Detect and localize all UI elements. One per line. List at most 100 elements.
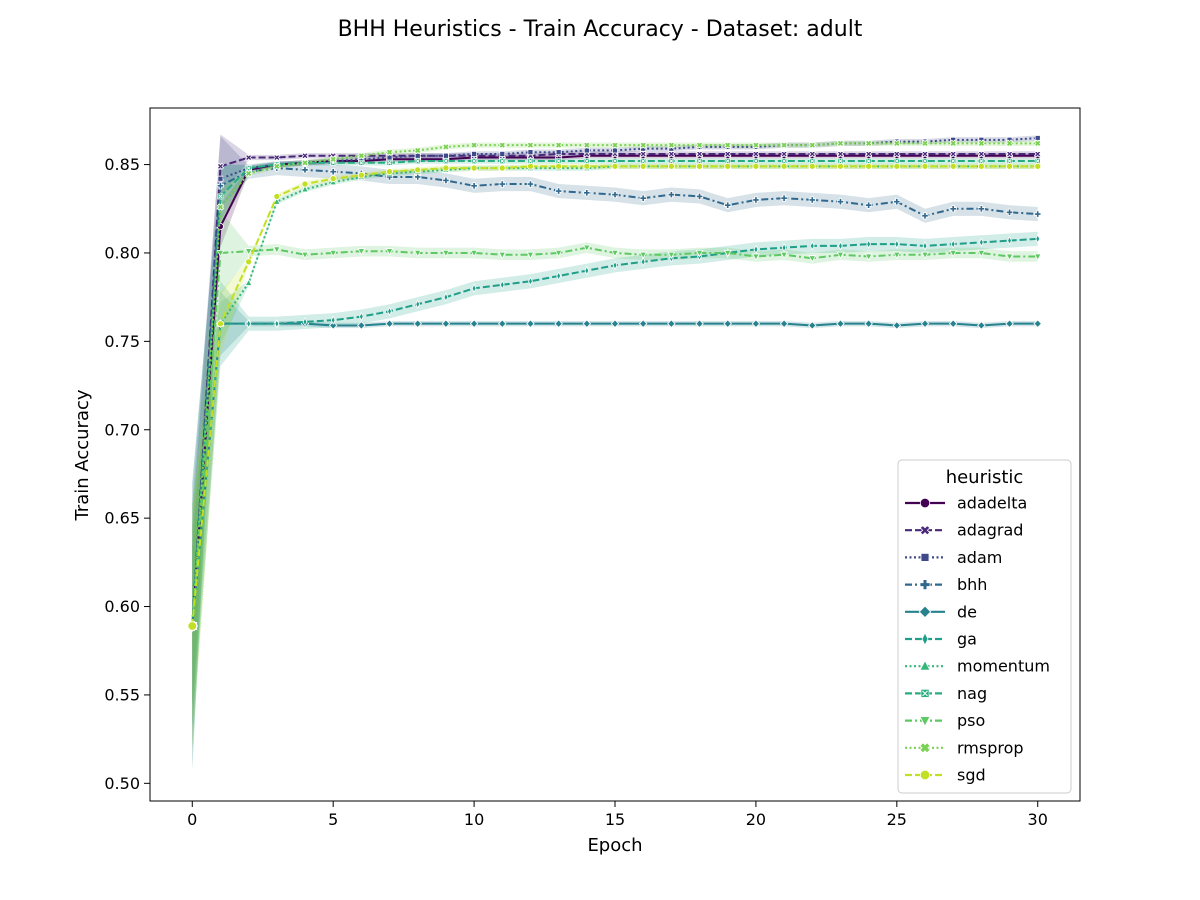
data-point — [865, 201, 873, 209]
y-tick-label: 0.60 — [104, 597, 140, 616]
x-tick-label: 30 — [1028, 810, 1048, 829]
data-point — [301, 166, 309, 174]
data-point — [610, 319, 620, 328]
data-point — [611, 162, 619, 170]
data-point — [753, 244, 759, 255]
legend-box — [897, 459, 1072, 794]
data-point — [329, 249, 338, 258]
data-point — [216, 182, 225, 190]
data-point — [724, 150, 732, 158]
data-point — [526, 180, 535, 188]
data-point — [977, 139, 986, 148]
data-point — [358, 159, 365, 166]
data-point — [442, 176, 450, 185]
data-point — [752, 253, 760, 261]
data-point — [273, 153, 281, 162]
data-point — [611, 141, 619, 149]
data-point — [922, 158, 928, 164]
legend-label: adam — [957, 548, 1002, 567]
data-point — [977, 321, 986, 330]
data-point — [808, 255, 817, 263]
data-point — [1005, 208, 1014, 216]
data-point — [752, 150, 760, 158]
data-point — [780, 162, 788, 170]
data-point — [386, 159, 393, 166]
data-point — [413, 319, 422, 328]
legend-label: rmsprop — [957, 738, 1024, 757]
legend-title: heuristic — [946, 467, 1024, 488]
data-point — [555, 187, 563, 195]
series-bhh — [187, 164, 1042, 631]
data-point — [385, 148, 394, 156]
data-point — [781, 242, 787, 253]
data-point — [216, 162, 225, 170]
data-point — [471, 151, 478, 157]
data-point — [950, 158, 957, 164]
data-point — [498, 164, 506, 172]
data-point — [667, 191, 675, 199]
data-point — [1033, 139, 1042, 148]
data-point — [836, 150, 845, 158]
data-point — [752, 162, 760, 170]
x-tick-label: 10 — [464, 810, 484, 829]
data-point — [640, 257, 646, 267]
data-point — [893, 158, 900, 164]
data-point — [921, 139, 929, 148]
data-point — [583, 141, 591, 149]
x-axis: 0 5 10 15 20 25 30 — [187, 801, 1048, 829]
data-point — [554, 319, 563, 328]
data-point — [723, 141, 732, 149]
legend-label: adadelta — [957, 494, 1027, 513]
data-point — [978, 158, 985, 164]
data-point — [470, 182, 478, 190]
data-point — [751, 319, 761, 328]
y-tick-label: 0.65 — [104, 509, 140, 528]
data-point — [555, 162, 562, 170]
data-point — [329, 155, 337, 164]
data-point — [639, 162, 647, 170]
data-point — [498, 319, 507, 328]
data-point — [838, 241, 843, 251]
data-point — [922, 241, 928, 251]
data-point — [470, 164, 478, 172]
data-point — [808, 162, 816, 170]
data-point — [385, 248, 394, 256]
data-point — [865, 158, 872, 164]
y-tick-label: 0.55 — [104, 685, 140, 704]
data-point — [1034, 158, 1041, 164]
data-point — [921, 212, 929, 220]
data-point — [469, 319, 479, 328]
data-point — [919, 497, 931, 509]
data-point — [386, 154, 393, 161]
data-point — [639, 150, 647, 158]
data-point — [329, 175, 337, 183]
data-point — [273, 193, 281, 200]
data-point — [865, 150, 873, 158]
data-point — [866, 239, 872, 249]
data-point — [498, 141, 507, 149]
data-point — [724, 201, 732, 209]
data-point — [893, 150, 901, 158]
data-point — [639, 194, 647, 202]
data-point — [892, 321, 902, 330]
legend-label: momentum — [957, 657, 1050, 676]
data-point — [499, 151, 506, 157]
data-point — [246, 318, 252, 329]
data-point — [893, 198, 901, 206]
data-point — [413, 249, 422, 258]
data-point — [809, 158, 816, 164]
data-point — [301, 251, 309, 260]
data-point — [781, 158, 787, 164]
data-point — [978, 237, 984, 248]
data-point — [836, 198, 845, 206]
x-tick-label: 25 — [887, 810, 907, 829]
data-point — [217, 193, 224, 200]
data-point — [245, 165, 252, 171]
data-point — [216, 249, 225, 258]
legend-label: bhh — [957, 575, 987, 594]
data-point — [865, 162, 872, 170]
data-point — [357, 151, 366, 160]
data-point — [582, 319, 592, 328]
data-point — [948, 319, 958, 328]
